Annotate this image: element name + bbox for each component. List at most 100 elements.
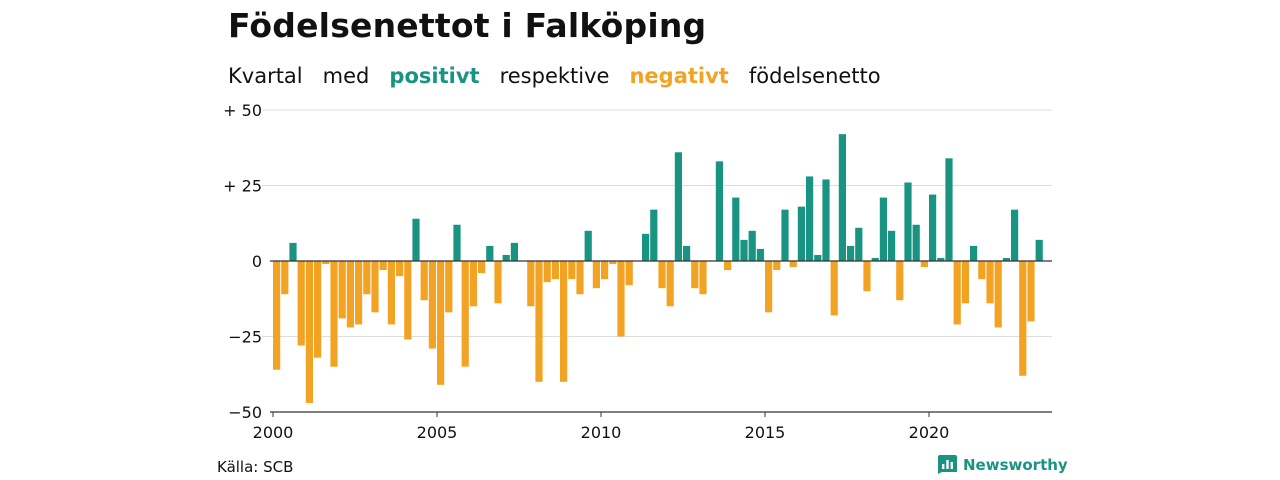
bar [1011, 209, 1019, 261]
bar [929, 194, 937, 261]
bar [305, 261, 313, 403]
bar [650, 209, 658, 261]
bar [781, 209, 789, 261]
bar [1035, 239, 1043, 261]
bar [289, 242, 297, 261]
bar [314, 261, 322, 358]
bar [404, 261, 412, 340]
bar [445, 261, 453, 313]
bar [748, 230, 756, 261]
bar [961, 261, 969, 304]
bar [420, 261, 428, 301]
bar [691, 261, 699, 289]
bar [469, 261, 477, 307]
bar [601, 261, 609, 280]
bar [814, 254, 822, 261]
y-tick-label: −25 [228, 328, 262, 347]
bar [330, 261, 338, 367]
bar [740, 239, 748, 261]
subtitle-word-med: med [322, 64, 370, 88]
bar [822, 179, 830, 261]
bar [322, 261, 330, 265]
bar [1027, 261, 1035, 322]
bar [994, 261, 1002, 328]
x-tick-label: 2005 [417, 423, 458, 442]
bar [551, 261, 559, 280]
chart-subtitle: Kvartal med positivt respektive negativt… [228, 64, 881, 88]
bar [953, 261, 961, 325]
subtitle-word-kvartal: Kvartal [228, 64, 303, 88]
bar [346, 261, 354, 328]
bar [756, 248, 764, 261]
y-tick-label: 0 [252, 252, 262, 271]
subtitle-word-respektive: respektive [499, 64, 610, 88]
bar [338, 261, 346, 319]
bar [560, 261, 568, 382]
bar [609, 261, 617, 265]
bar [297, 261, 305, 346]
bar [789, 261, 797, 268]
bar [978, 261, 986, 280]
bar [281, 261, 289, 295]
source-note: Källa: SCB [217, 458, 294, 476]
bar [535, 261, 543, 382]
bar [510, 242, 518, 261]
bar [461, 261, 469, 367]
x-tick-label: 2010 [581, 423, 622, 442]
bar [879, 197, 887, 261]
x-tick-label: 2020 [909, 423, 950, 442]
bar [797, 206, 805, 261]
bar [363, 261, 371, 295]
bar [478, 261, 486, 274]
bar [674, 152, 682, 261]
bar [888, 230, 896, 261]
bar [658, 261, 666, 289]
bar [838, 134, 846, 261]
bar [863, 261, 871, 292]
bar [412, 218, 420, 261]
bar [986, 261, 994, 304]
bar [945, 158, 953, 261]
y-tick-label: −50 [228, 403, 262, 422]
bar [568, 261, 576, 280]
bar [773, 261, 781, 271]
bar [1019, 261, 1027, 376]
bar [494, 261, 502, 304]
bar [765, 261, 773, 313]
bar [428, 261, 436, 349]
bar [1002, 257, 1010, 261]
bar [625, 261, 633, 286]
bar [502, 254, 510, 261]
bar [453, 224, 461, 261]
bar [920, 261, 928, 268]
grid-lines [262, 109, 1052, 337]
bar [970, 245, 978, 261]
bar [830, 261, 838, 316]
bar [576, 261, 584, 295]
bar [543, 261, 551, 283]
bar [724, 261, 732, 271]
bar [387, 261, 395, 325]
bar [584, 230, 592, 261]
bar [855, 227, 863, 261]
x-tick-label: 2000 [253, 423, 294, 442]
chart-title: Födelsenettot i Falköping [228, 6, 707, 45]
bar [592, 261, 600, 289]
bar [904, 182, 912, 261]
bar [732, 197, 740, 261]
bar [847, 245, 855, 261]
bar [666, 261, 674, 307]
brand-name: Newsworthy [963, 455, 1068, 474]
bar [871, 257, 879, 261]
bar [486, 245, 494, 261]
bar [527, 261, 535, 307]
bar [379, 261, 387, 271]
bar [396, 261, 404, 277]
subtitle-word-fodelsenetto: födelsenetto [748, 64, 881, 88]
newsworthy-logo-icon [938, 455, 957, 474]
bar [715, 161, 723, 261]
bar [912, 224, 920, 261]
bars [273, 134, 1043, 403]
bar [642, 233, 650, 261]
